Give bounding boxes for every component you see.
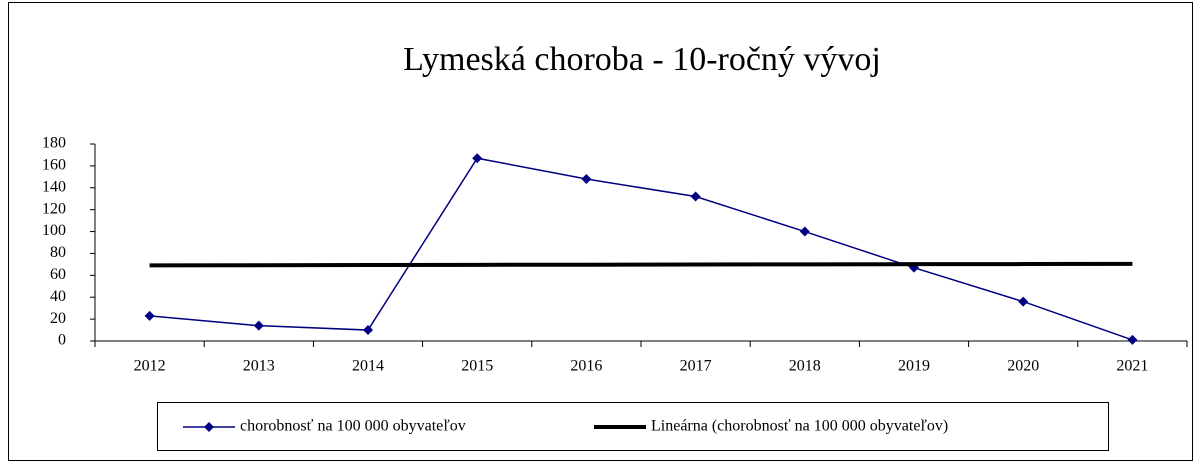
y-tick-label: 140 [42, 178, 66, 195]
y-tick-label: 20 [50, 310, 66, 327]
legend-label: chorobnosť na 100 000 obyvateľov [240, 418, 466, 435]
marker [1127, 334, 1138, 345]
x-tick-label: 2014 [352, 358, 384, 375]
x-tick-label: 2018 [789, 358, 821, 375]
chart-title: Lymeská choroba - 10-ročný vývoj [403, 41, 881, 78]
trend-line [149, 261, 1133, 268]
x-tick-label: 2013 [243, 358, 275, 375]
marker [472, 153, 483, 164]
chart-border [8, 2, 1193, 461]
y-tick-label: 60 [50, 266, 66, 283]
marker [690, 191, 701, 202]
y-tick-label: 100 [42, 222, 66, 239]
x-tick-label: 2019 [898, 358, 930, 375]
x-tick-label: 2020 [1007, 358, 1039, 375]
y-tick-label: 80 [50, 244, 66, 261]
x-tick-label: 2016 [570, 358, 602, 375]
y-tick-label: 0 [58, 332, 66, 349]
y-tick-label: 160 [42, 157, 66, 174]
marker [253, 320, 264, 331]
series-line [149, 157, 1133, 341]
marker [144, 310, 155, 321]
y-tick-label: 40 [50, 288, 66, 305]
x-tick-label: 2017 [680, 358, 712, 375]
legend-label: Lineárna (chorobnosť na 100 000 obyvateľ… [651, 418, 948, 435]
marker [204, 422, 214, 432]
x-tick-label: 2021 [1116, 358, 1148, 375]
marker [799, 226, 810, 237]
x-tick-label: 2015 [461, 358, 493, 375]
x-tick-label: 2012 [134, 358, 166, 375]
y-tick-label: 180 [42, 135, 66, 152]
y-tick-label: 120 [42, 200, 66, 217]
marker [363, 325, 373, 336]
marker [581, 174, 592, 185]
marker [1018, 296, 1029, 307]
